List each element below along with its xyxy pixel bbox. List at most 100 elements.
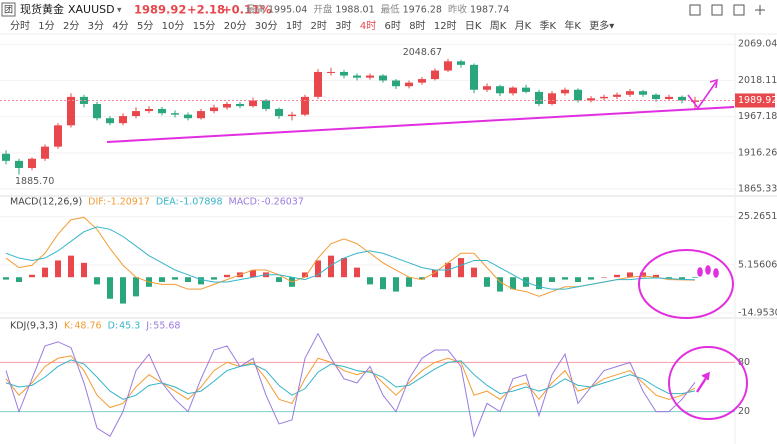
toolbar bbox=[689, 4, 765, 16]
candle-body bbox=[158, 108, 166, 114]
candle-body bbox=[535, 91, 543, 104]
candle-body bbox=[522, 87, 530, 92]
price: 1989.92 bbox=[134, 3, 186, 17]
candle-body bbox=[587, 98, 595, 101]
tool-icon[interactable] bbox=[689, 4, 701, 16]
candle-body bbox=[574, 89, 582, 101]
legend-name: MACD: bbox=[229, 197, 261, 208]
candle-body bbox=[275, 108, 283, 117]
timeframe-tab[interactable]: 5分 bbox=[137, 20, 153, 32]
timeframe-tab[interactable]: 周K bbox=[490, 20, 507, 32]
candle-body bbox=[639, 91, 647, 95]
stat-label: 开盘 bbox=[313, 4, 333, 16]
candle-body bbox=[288, 114, 296, 117]
timeframe-tab[interactable]: 更多▾ bbox=[589, 19, 614, 32]
candle-body bbox=[197, 111, 205, 119]
histogram-bar bbox=[328, 255, 334, 278]
histogram-bar bbox=[185, 277, 191, 282]
stat-value: 1995.04 bbox=[268, 5, 307, 16]
histogram-bar bbox=[666, 277, 672, 279]
timeframe-tab[interactable]: 12时 bbox=[434, 20, 457, 32]
timeframe-tab[interactable]: 20分 bbox=[224, 20, 247, 32]
instrument-name[interactable]: 现货黄金 bbox=[20, 2, 64, 16]
candle-body bbox=[600, 96, 608, 99]
stat-value: 1976.28 bbox=[403, 5, 442, 16]
y-tick-label: 1916.26 bbox=[738, 147, 777, 158]
timeframe-tab[interactable]: 1时 bbox=[286, 20, 302, 32]
legend-value: -1.07898 bbox=[180, 197, 223, 208]
histogram-bar bbox=[354, 267, 360, 278]
timeframe-tab[interactable]: 10分 bbox=[162, 20, 185, 32]
timeframe-tab[interactable]: 8时 bbox=[409, 20, 425, 32]
plots: 2069.042018.111967.181916.261865.332048.… bbox=[0, 39, 777, 439]
candle-body bbox=[249, 100, 257, 107]
candle-body bbox=[678, 96, 686, 101]
timeframe-tab[interactable]: 日K bbox=[465, 21, 482, 32]
timeframe-tab[interactable]: 季K bbox=[539, 20, 556, 32]
timeframe-tab[interactable]: 4分 bbox=[112, 20, 128, 32]
candle-body bbox=[119, 116, 127, 124]
trend-line bbox=[106, 106, 735, 143]
histogram-bar bbox=[393, 277, 399, 292]
y-tick-label: 80 bbox=[738, 357, 750, 368]
timeframe-tab[interactable]: 4时 bbox=[360, 20, 376, 32]
highlight-ellipse bbox=[668, 346, 748, 420]
arrow bbox=[687, 81, 717, 110]
timeframe-tab[interactable]: 15分 bbox=[193, 20, 216, 32]
histogram-bar bbox=[211, 277, 217, 280]
histogram-bar bbox=[224, 274, 230, 278]
dropdown[interactable]: ▾ bbox=[117, 6, 122, 16]
stat-label: 昨收 bbox=[448, 4, 468, 16]
histogram-bar bbox=[653, 274, 659, 278]
candle-body bbox=[444, 61, 452, 71]
timeframe-tab[interactable]: 年K bbox=[564, 19, 581, 32]
timeframe-tab[interactable]: 6时 bbox=[385, 20, 401, 32]
candle-body bbox=[626, 91, 634, 95]
badge-box bbox=[1, 2, 16, 17]
arrowhead bbox=[709, 78, 718, 89]
candle-body bbox=[561, 89, 569, 94]
histogram-bar bbox=[692, 277, 698, 278]
timeframe-tab[interactable]: 30分 bbox=[255, 20, 278, 32]
histogram-bar bbox=[588, 277, 594, 280]
timeframe-tab[interactable]: 分时 bbox=[10, 20, 30, 32]
candle-body bbox=[301, 96, 309, 115]
timeframe-tab[interactable]: 1分 bbox=[38, 20, 54, 32]
mark-dot bbox=[713, 268, 719, 278]
timeframe-tab[interactable]: 月K bbox=[515, 20, 532, 32]
timeframe-tab[interactable]: 3分 bbox=[88, 20, 104, 32]
candle-body bbox=[54, 125, 62, 147]
timeframe-tab[interactable]: 2时 bbox=[310, 20, 326, 32]
candle-body bbox=[210, 107, 218, 112]
legend-value: -0.26037 bbox=[261, 197, 304, 208]
candle-body bbox=[665, 96, 673, 99]
y-tick-label: -14.95301 bbox=[738, 308, 777, 319]
candle-body bbox=[15, 160, 23, 168]
price-annotation: 1885.70 bbox=[15, 176, 54, 187]
histogram-bar bbox=[68, 255, 74, 278]
histogram-bar bbox=[536, 277, 542, 290]
timeframe-tab[interactable]: 2分 bbox=[63, 20, 79, 32]
histogram-bar bbox=[679, 277, 685, 280]
legend-value: 45.3 bbox=[119, 321, 140, 332]
y-tick-label: 2018.11 bbox=[738, 75, 777, 86]
candle-body bbox=[613, 94, 621, 97]
legend-value: -1.20917 bbox=[107, 197, 150, 208]
tool-icon[interactable] bbox=[733, 4, 745, 16]
tool-icon[interactable] bbox=[711, 4, 723, 16]
mark-dot bbox=[705, 265, 711, 275]
candle-body bbox=[366, 75, 374, 78]
legend-value: 55.68 bbox=[153, 321, 180, 332]
histogram-bar bbox=[497, 277, 503, 292]
histogram-bar bbox=[627, 272, 633, 278]
candle-body bbox=[223, 103, 231, 108]
symbol[interactable]: XAUUSD bbox=[68, 3, 115, 16]
histogram-bar bbox=[484, 277, 490, 287]
indicator-line bbox=[5, 226, 696, 290]
histogram-bar bbox=[3, 277, 9, 280]
timeframe-tab[interactable]: 3时 bbox=[335, 20, 351, 32]
y-tick-label: 25.26514 bbox=[738, 211, 777, 222]
stat-value: 1988.01 bbox=[335, 5, 374, 16]
candle-body bbox=[457, 61, 465, 65]
histogram-bar bbox=[640, 272, 646, 278]
